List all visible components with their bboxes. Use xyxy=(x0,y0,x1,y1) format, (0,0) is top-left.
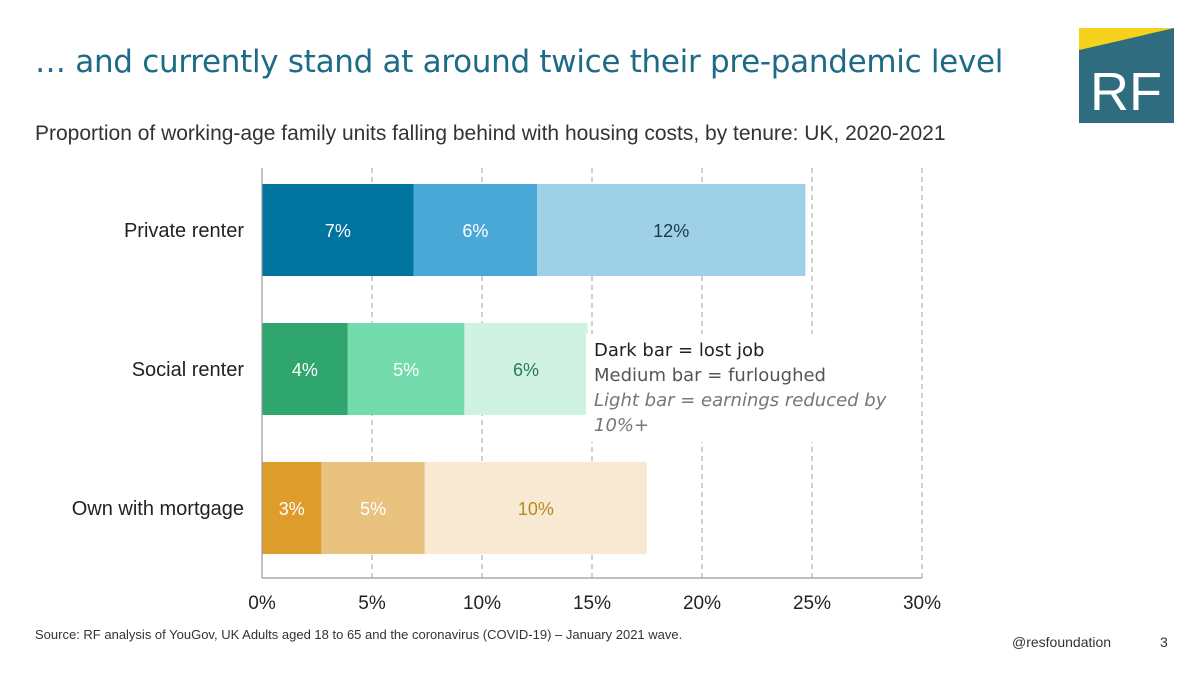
data-label: 12% xyxy=(653,221,689,241)
data-label: 6% xyxy=(462,221,488,241)
category-label: Own with mortgage xyxy=(72,498,244,520)
axis xyxy=(261,168,922,579)
logo-yellow-triangle xyxy=(1079,28,1174,50)
source-note: Source: RF analysis of YouGov, UK Adults… xyxy=(35,627,683,642)
page-title: … and currently stand at around twice th… xyxy=(35,44,1004,80)
twitter-handle: @resfoundation xyxy=(1012,634,1112,650)
bar-segment xyxy=(537,184,806,276)
x-tick-label: 20% xyxy=(683,593,721,614)
x-tick-label: 15% xyxy=(573,593,611,614)
bar-segment xyxy=(262,462,322,554)
page-number: 3 xyxy=(1160,634,1168,650)
chart-subtitle: Proportion of working-age family units f… xyxy=(35,122,946,145)
data-label: 10% xyxy=(518,499,554,519)
rf-logo: RF xyxy=(1079,28,1174,123)
bar-segment xyxy=(321,462,425,554)
bar-segment xyxy=(413,184,537,276)
bar-segment xyxy=(262,184,414,276)
logo-text: RF xyxy=(1090,62,1162,122)
bar-segment xyxy=(262,323,348,415)
legend-item-dark: Dark bar = lost job xyxy=(594,340,765,361)
data-label: 3% xyxy=(279,499,305,519)
x-tick-label: 5% xyxy=(358,593,386,614)
x-tick-labels: 0% 5% 10% 15% 20% 25% 30% xyxy=(248,593,941,614)
bar-segment xyxy=(347,323,465,415)
x-tick-label: 0% xyxy=(248,593,276,614)
legend-item-medium: Medium bar = furloughed xyxy=(594,365,826,386)
legend-item-light: Light bar = earnings reduced by 10%+ xyxy=(594,390,887,436)
category-labels: Private renter Social renter Own with mort… xyxy=(72,220,245,520)
data-label: 4% xyxy=(292,360,318,380)
bars: 7% 6% 12% 4% 5% 6% 3% 5% 10% xyxy=(262,184,806,554)
data-label: 5% xyxy=(360,499,386,519)
data-label: 6% xyxy=(513,360,539,380)
x-tick-label: 25% xyxy=(793,593,831,614)
bar-segment xyxy=(464,323,588,415)
data-label: 5% xyxy=(393,360,419,380)
category-label: Social renter xyxy=(132,359,245,381)
bar-segment xyxy=(424,462,647,554)
x-tick-label: 10% xyxy=(463,593,501,614)
legend: Dark bar = lost job Medium bar = furloug… xyxy=(586,334,894,442)
category-label: Private renter xyxy=(124,220,244,242)
x-tick-label: 30% xyxy=(903,593,941,614)
data-label: 7% xyxy=(325,221,351,241)
